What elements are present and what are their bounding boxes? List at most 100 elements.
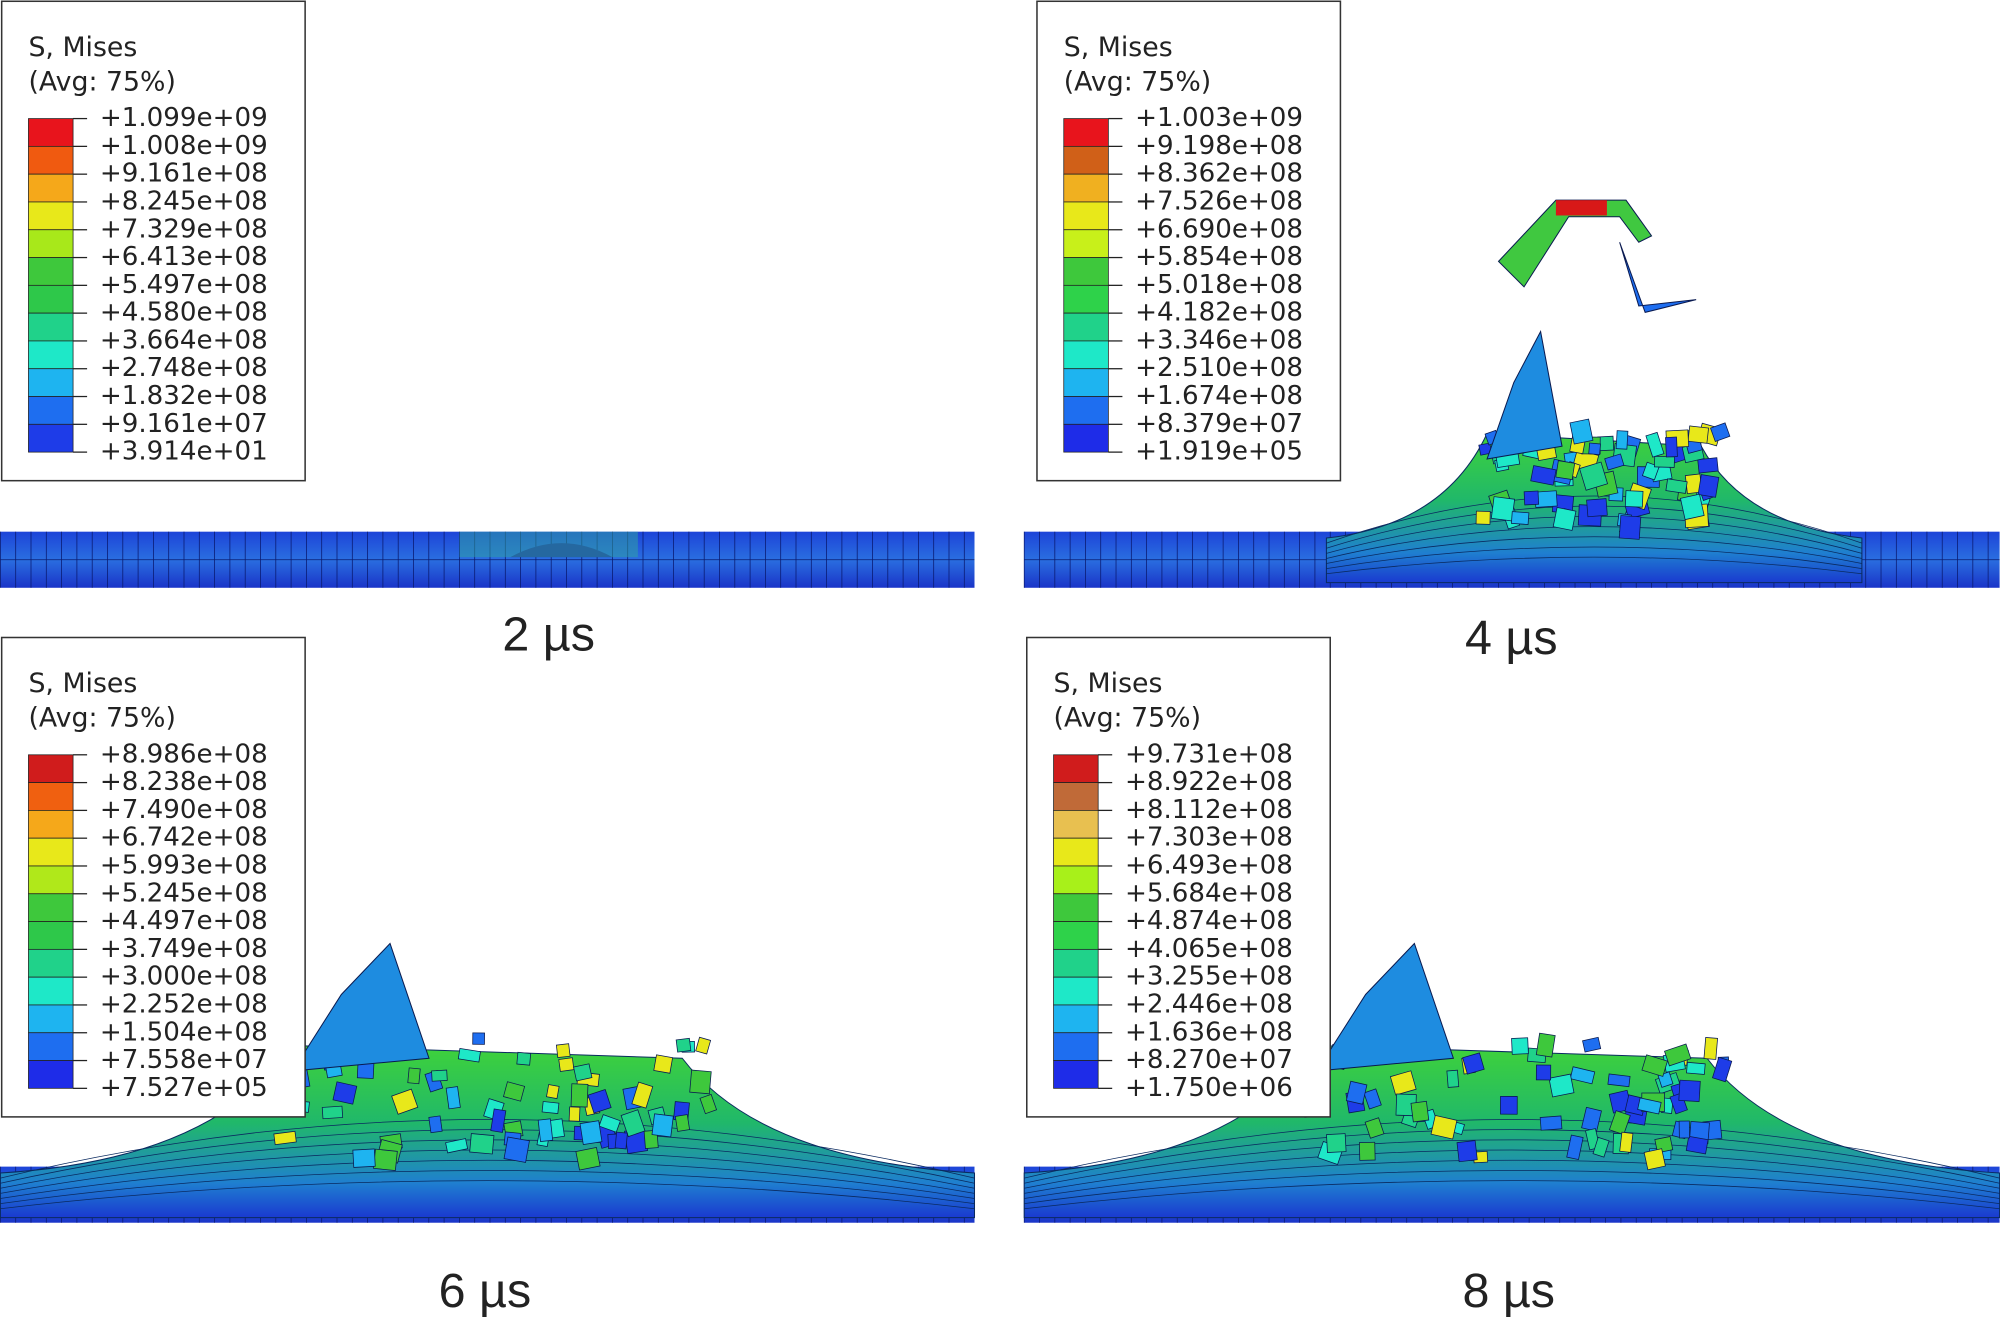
legend-color bbox=[28, 423, 74, 453]
fragment bbox=[1430, 1114, 1458, 1140]
caption: 6 µs bbox=[439, 1264, 532, 1318]
legend-subtitle: (Avg: 75%) bbox=[1064, 66, 1211, 97]
legend-color bbox=[1053, 1004, 1099, 1034]
fragment bbox=[352, 1148, 376, 1168]
fragment bbox=[1687, 425, 1710, 444]
fragment bbox=[1410, 1100, 1430, 1123]
fragment bbox=[568, 1106, 581, 1122]
fragment bbox=[1678, 1120, 1690, 1139]
fragment bbox=[651, 1113, 674, 1138]
legend-label: +7.527e+05 bbox=[100, 1073, 268, 1103]
legend-label: +1.750e+06 bbox=[1125, 1073, 1293, 1103]
legend-color bbox=[28, 229, 74, 258]
legend-color bbox=[1053, 1060, 1099, 1089]
fragment bbox=[1523, 490, 1540, 506]
mesh-line bbox=[1024, 1180, 2000, 1210]
legend-label: +3.000e+08 bbox=[100, 962, 268, 992]
fragment bbox=[558, 1057, 575, 1072]
petal bbox=[291, 942, 430, 1072]
legend-color bbox=[28, 118, 74, 147]
fragment bbox=[472, 1032, 485, 1045]
mesh-line bbox=[1326, 526, 1862, 559]
mesh-line bbox=[1024, 1170, 2000, 1204]
fragment bbox=[1680, 493, 1705, 521]
fragment bbox=[391, 1088, 419, 1115]
fragment bbox=[1710, 422, 1731, 442]
legend-subtitle: (Avg: 75%) bbox=[28, 66, 175, 97]
legend-color bbox=[1063, 201, 1109, 231]
panel: S, Mises(Avg: 75%)+9.731e+08+8.922e+08+8… bbox=[1023, 636, 2000, 1318]
fragment bbox=[689, 1069, 712, 1095]
fragment bbox=[674, 1114, 691, 1132]
fragment bbox=[273, 1130, 297, 1146]
fragment bbox=[1615, 430, 1629, 450]
legend-label: +2.748e+08 bbox=[100, 353, 268, 383]
fragment bbox=[546, 1084, 560, 1100]
legend-label: +4.497e+08 bbox=[100, 906, 268, 936]
legend-color bbox=[1063, 173, 1109, 203]
fragment bbox=[407, 1067, 421, 1085]
legend-color bbox=[28, 257, 74, 286]
mesh-line bbox=[0, 1180, 975, 1210]
legend-color bbox=[28, 145, 74, 175]
fragment bbox=[598, 1114, 621, 1133]
fragment bbox=[1462, 1052, 1485, 1075]
legend-color bbox=[28, 754, 74, 783]
legend-color bbox=[28, 368, 74, 397]
legend-label: +4.182e+08 bbox=[1135, 298, 1303, 328]
legend-label: +6.690e+08 bbox=[1135, 214, 1303, 244]
fragment bbox=[1641, 1054, 1668, 1077]
legend-color bbox=[28, 921, 74, 950]
legend-color bbox=[1063, 423, 1109, 453]
fragment bbox=[457, 1048, 481, 1063]
legend-color bbox=[1053, 893, 1099, 922]
legend-color bbox=[1053, 948, 1099, 978]
fragment bbox=[1490, 496, 1516, 522]
legend-color bbox=[28, 1060, 74, 1089]
panel: S, Mises(Avg: 75%)+1.003e+09+9.198e+08+8… bbox=[1023, 0, 2000, 665]
mesh-line bbox=[0, 1170, 975, 1204]
fragment bbox=[445, 1086, 461, 1110]
fragment bbox=[1654, 455, 1675, 468]
legend-label: +8.362e+08 bbox=[1135, 159, 1303, 189]
legend-label: +5.993e+08 bbox=[100, 850, 268, 880]
fragment bbox=[1588, 442, 1601, 456]
ejected-fragment bbox=[1619, 242, 1697, 313]
mesh-line bbox=[1024, 1139, 2000, 1189]
fragment bbox=[469, 1133, 495, 1155]
legend-label: +5.854e+08 bbox=[1135, 242, 1303, 272]
fragment bbox=[1645, 431, 1665, 458]
fragment bbox=[695, 1036, 712, 1055]
legend-label: +8.270e+07 bbox=[1125, 1045, 1293, 1075]
fragment bbox=[516, 1051, 532, 1066]
mesh-line bbox=[1326, 556, 1862, 575]
legend-color bbox=[1053, 865, 1099, 895]
ejected-fragment bbox=[1555, 200, 1607, 216]
fragment bbox=[1607, 1073, 1631, 1088]
mesh-line bbox=[1024, 1149, 2000, 1194]
fragment bbox=[620, 1109, 646, 1138]
fragment bbox=[1665, 436, 1678, 458]
legend-color bbox=[1063, 396, 1109, 425]
legend-title: S, Mises bbox=[1054, 668, 1163, 699]
legend-color bbox=[1053, 837, 1099, 867]
fragment bbox=[502, 1081, 526, 1102]
fragment bbox=[555, 1043, 571, 1059]
fragment bbox=[445, 1138, 469, 1154]
legend-label: +9.161e+08 bbox=[100, 159, 268, 189]
fragment bbox=[428, 1115, 443, 1134]
legend-color bbox=[28, 396, 74, 425]
legend-label: +4.874e+08 bbox=[1125, 906, 1293, 936]
mesh-line bbox=[0, 1159, 975, 1199]
fragment bbox=[1643, 1148, 1666, 1171]
mesh-line bbox=[1326, 536, 1862, 564]
legend-color bbox=[1053, 754, 1099, 783]
fragment bbox=[1475, 510, 1491, 525]
legend-color bbox=[1063, 145, 1109, 175]
fragment bbox=[1446, 1069, 1460, 1088]
legend-label: +1.003e+09 bbox=[1135, 103, 1303, 133]
fragment bbox=[1511, 1037, 1529, 1055]
mesh-line bbox=[0, 1119, 975, 1179]
fragment bbox=[1389, 1070, 1417, 1096]
legend-label: +2.510e+08 bbox=[1135, 353, 1303, 383]
